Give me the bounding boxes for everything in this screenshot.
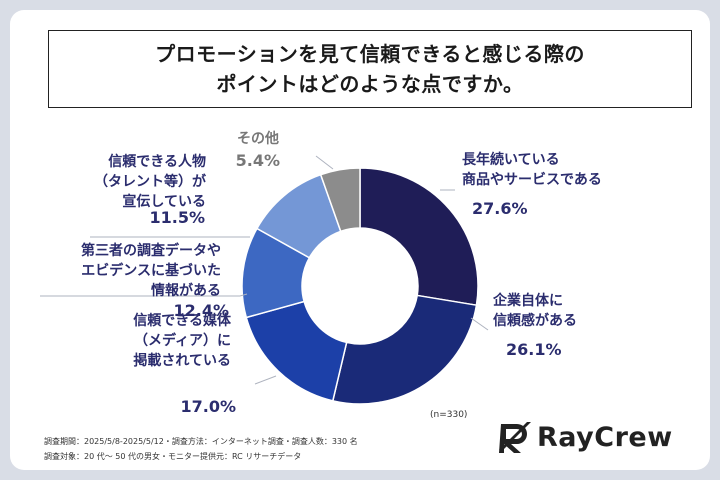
slice-label-6: その他 — [237, 130, 279, 147]
leader-line-3 — [254, 375, 277, 385]
slice-label-2: 企業自体に信頼感がある — [492, 292, 577, 329]
leader-line-2 — [470, 317, 489, 331]
leader-line-6 — [315, 155, 334, 170]
leader-line-4 — [40, 293, 248, 297]
slice-percent-5: 11.5% — [149, 208, 205, 227]
donut-slice-1 — [359, 167, 479, 307]
raycrew-logo: RayCrew — [497, 420, 673, 454]
survey-info-line-2: 調査対象：20 代〜 50 代の男女・モニター提供元：RC リサーチデータ — [44, 452, 302, 461]
slice-label-5: 信頼できる人物（タレント等）が宣伝している — [94, 153, 207, 210]
title-box: プロモーションを見て信頼できると感じる際の ポイントはどのような点ですか。 — [48, 30, 692, 108]
raycrew-logo-mark — [499, 422, 531, 453]
sample-size-note: (n=330) — [430, 410, 467, 420]
slice-label-3: 信頼できる媒体（メディア）に掲載されている — [133, 312, 232, 369]
donut-slice-6 — [319, 167, 361, 233]
title-line-2: ポイントはどのような点ですか。 — [216, 72, 524, 96]
slice-percent-1: 27.6% — [472, 199, 528, 218]
donut-slice-2 — [331, 294, 478, 405]
slice-percent-3: 17.0% — [180, 397, 236, 416]
slice-percent-6: 5.4% — [236, 151, 280, 170]
raycrew-logo-text: RayCrew — [537, 421, 673, 453]
slice-label-4: 第三者の調査データやエビデンスに基づいた情報がある — [81, 242, 221, 299]
slice-percent-4: 12.4% — [173, 301, 229, 320]
survey-info-line-1: 調査期間：2025/5/8-2025/5/12・調査方法：インターネット調査・調… — [44, 437, 358, 446]
donut-slice-3 — [245, 300, 348, 402]
slice-percent-2: 26.1% — [506, 340, 562, 359]
title-line-1: プロモーションを見て信頼できると感じる際の — [155, 42, 585, 66]
slice-label-1: 長年続いている商品やサービスである — [462, 151, 602, 188]
